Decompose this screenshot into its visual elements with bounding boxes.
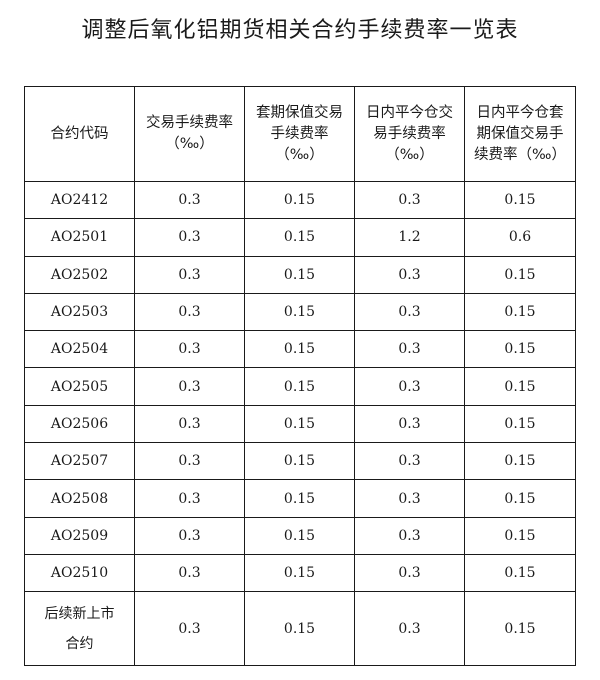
cell-hedge-fee: 0.15	[244, 218, 355, 257]
cell-hedge-fee: 0.15	[244, 442, 355, 481]
cell-intraday-hedge-fee: 0.15	[464, 591, 576, 667]
cell-trade-fee: 0.3	[134, 367, 245, 406]
header-hedge-fee-label: 套期保值交易手续费率（‰）	[256, 104, 343, 163]
cell-trade-fee: 0.3	[134, 218, 245, 257]
cell-trade-fee: 0.3	[134, 180, 245, 220]
cell-intraday-fee: 0.3	[354, 553, 465, 593]
table-row: AO2504 0.3 0.15 0.3 0.15	[24, 330, 576, 369]
cell-trade-fee: 0.3	[134, 330, 245, 369]
cell-contract-code: AO2508	[24, 479, 135, 518]
cell-intraday-hedge-fee: 0.15	[464, 553, 576, 593]
cell-trade-fee: 0.3	[134, 404, 245, 444]
table-body: AO2412 0.3 0.15 0.3 0.15 AO2501 0.3 0.15 1.2 0.6 A…	[24, 180, 576, 667]
cell-hedge-fee: 0.15	[244, 516, 355, 555]
header-intraday-hedge-fee-label: 日内平今仓套期保值交易手续费率（‰）	[474, 104, 566, 163]
cell-intraday-fee: 0.3	[354, 442, 465, 481]
cell-trade-fee: 0.3	[134, 479, 245, 518]
cell-hedge-fee: 0.15	[244, 479, 355, 518]
header-trade-fee: 交易手续费率（‰）	[134, 86, 245, 182]
cell-contract-code: AO2502	[24, 255, 135, 294]
table-row: AO2507 0.3 0.15 0.3 0.15	[24, 442, 576, 481]
cell-intraday-fee: 0.3	[354, 516, 465, 555]
cell-intraday-fee: 0.3	[354, 292, 465, 332]
cell-intraday-hedge-fee: 0.15	[464, 330, 576, 369]
cell-trade-fee: 0.3	[134, 292, 245, 332]
table-row: AO2412 0.3 0.15 0.3 0.15	[24, 180, 576, 220]
cell-trade-fee: 0.3	[134, 591, 245, 667]
cell-hedge-fee: 0.15	[244, 292, 355, 332]
table-row: AO2510 0.3 0.15 0.3 0.15	[24, 553, 576, 593]
cell-intraday-fee: 1.2	[354, 218, 465, 257]
header-intraday-fee: 日内平今仓交易手续费率（‰）	[354, 86, 465, 182]
cell-contract-code: AO2506	[24, 404, 135, 444]
header-trade-fee-label: 交易手续费率（‰）	[146, 115, 233, 152]
cell-intraday-hedge-fee: 0.15	[464, 442, 576, 481]
table-row: AO2502 0.3 0.15 0.3 0.15	[24, 255, 576, 294]
cell-contract-code: AO2507	[24, 442, 135, 481]
cell-contract-code: AO2501	[24, 218, 135, 257]
cell-hedge-fee: 0.15	[244, 367, 355, 406]
cell-intraday-hedge-fee: 0.15	[464, 516, 576, 555]
cell-contract-code: AO2503	[24, 292, 135, 332]
cell-hedge-fee: 0.15	[244, 330, 355, 369]
cell-hedge-fee: 0.15	[244, 255, 355, 294]
table-row: AO2503 0.3 0.15 0.3 0.15	[24, 292, 576, 332]
cell-contract-code: AO2505	[24, 367, 135, 406]
table-header-row: 合约代码 交易手续费率（‰） 套期保值交易手续费率（‰） 日内平今仓交易手续费率…	[24, 86, 576, 182]
header-hedge-fee: 套期保值交易手续费率（‰）	[244, 86, 355, 182]
table-row: AO2501 0.3 0.15 1.2 0.6	[24, 218, 576, 257]
header-contract-code-label: 合约代码	[50, 125, 109, 142]
cell-intraday-fee: 0.3	[354, 479, 465, 518]
cell-contract-code: AO2412	[24, 180, 135, 220]
cell-intraday-hedge-fee: 0.15	[464, 367, 576, 406]
cell-hedge-fee: 0.15	[244, 404, 355, 444]
cell-intraday-hedge-fee: 0.6	[464, 218, 576, 257]
cell-trade-fee: 0.3	[134, 553, 245, 593]
cell-hedge-fee: 0.15	[244, 553, 355, 593]
cell-intraday-hedge-fee: 0.15	[464, 255, 576, 294]
cell-contract-code: 后续新上市合约	[24, 591, 135, 667]
table-row: AO2509 0.3 0.15 0.3 0.15	[24, 516, 576, 555]
cell-hedge-fee: 0.15	[244, 591, 355, 667]
table-row: AO2508 0.3 0.15 0.3 0.15	[24, 479, 576, 518]
fee-rate-table: 合约代码 交易手续费率（‰） 套期保值交易手续费率（‰） 日内平今仓交易手续费率…	[24, 86, 576, 667]
cell-contract-code: AO2504	[24, 330, 135, 369]
table-row: 后续新上市合约 0.3 0.15 0.3 0.15	[24, 591, 576, 667]
cell-intraday-fee: 0.3	[354, 591, 465, 667]
cell-intraday-fee: 0.3	[354, 367, 465, 406]
cell-contract-code: AO2510	[24, 553, 135, 593]
cell-intraday-hedge-fee: 0.15	[464, 479, 576, 518]
cell-trade-fee: 0.3	[134, 255, 245, 294]
table-row: AO2506 0.3 0.15 0.3 0.15	[24, 404, 576, 444]
cell-hedge-fee: 0.15	[244, 180, 355, 220]
header-intraday-hedge-fee: 日内平今仓套期保值交易手续费率（‰）	[464, 86, 576, 182]
cell-intraday-hedge-fee: 0.15	[464, 404, 576, 444]
cell-trade-fee: 0.3	[134, 516, 245, 555]
cell-intraday-fee: 0.3	[354, 330, 465, 369]
header-contract-code: 合约代码	[24, 86, 135, 182]
cell-intraday-hedge-fee: 0.15	[464, 180, 576, 220]
cell-intraday-fee: 0.3	[354, 404, 465, 444]
table-row: AO2505 0.3 0.15 0.3 0.15	[24, 367, 576, 406]
cell-trade-fee: 0.3	[134, 442, 245, 481]
header-intraday-fee-label: 日内平今仓交易手续费率（‰）	[366, 104, 453, 163]
cell-intraday-hedge-fee: 0.15	[464, 292, 576, 332]
cell-intraday-fee: 0.3	[354, 255, 465, 294]
cell-intraday-fee: 0.3	[354, 180, 465, 220]
page-title: 调整后氧化铝期货相关合约手续费率一览表	[81, 18, 519, 43]
cell-contract-code: AO2509	[24, 516, 135, 555]
